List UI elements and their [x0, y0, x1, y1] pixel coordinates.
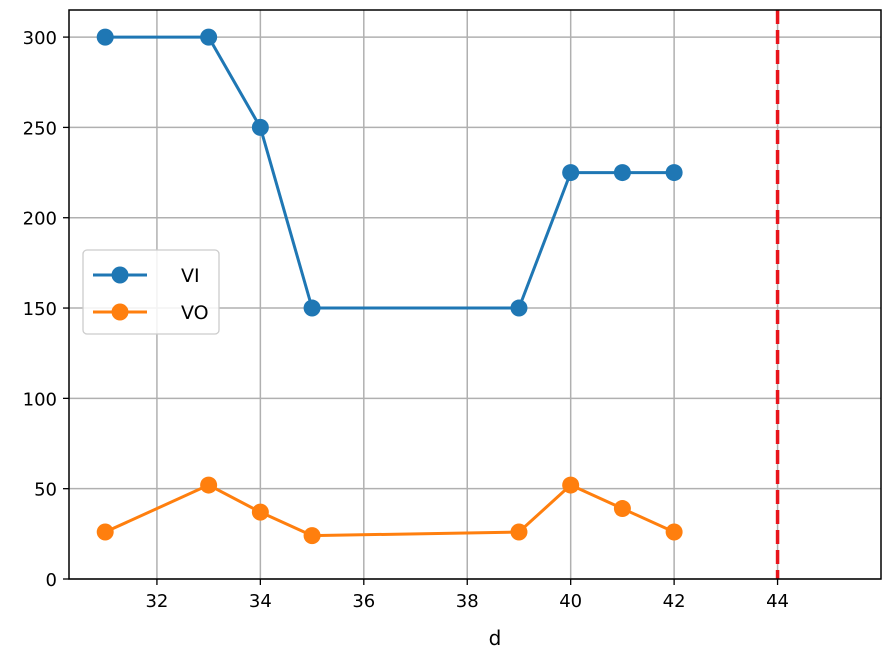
data-point [303, 527, 321, 545]
legend-label: VI [181, 265, 200, 287]
series-line-1 [105, 35, 675, 310]
data-point [562, 476, 580, 494]
y-tick-label: 0 [46, 570, 57, 591]
x-tick-label: 44 [766, 591, 789, 612]
data-point [96, 523, 114, 541]
y-tick-label: 150 [23, 299, 57, 320]
data-point [96, 28, 114, 46]
data-point [562, 164, 580, 182]
data-point [613, 500, 631, 518]
legend: VI VO [82, 249, 220, 335]
plot-area-frame [68, 9, 882, 580]
data-point [251, 118, 269, 136]
x-axis-ticks: 32 34 36 38 40 42 44 [145, 579, 789, 612]
data-point [665, 164, 683, 182]
legend-marker [111, 303, 129, 321]
legend-label: VO [181, 302, 209, 324]
data-point [510, 523, 528, 541]
x-tick-label: 38 [456, 591, 479, 612]
x-tick-label: 42 [663, 591, 686, 612]
data-point [510, 299, 528, 317]
y-tick-label: 200 [23, 209, 57, 230]
data-point [613, 164, 631, 182]
x-axis-label: d [489, 626, 502, 650]
x-tick-label: 36 [352, 591, 375, 612]
data-point [200, 476, 218, 494]
x-tick-label: 34 [249, 591, 272, 612]
x-tick-label: 32 [145, 591, 168, 612]
y-tick-label: 50 [34, 480, 57, 501]
data-point [200, 28, 218, 46]
y-tick-label: 250 [23, 118, 57, 139]
legend-marker [111, 266, 129, 284]
y-tick-label: 300 [23, 28, 57, 49]
y-axis-ticks: 0 50 100 150 200 250 300 [23, 28, 69, 591]
data-point [665, 523, 683, 541]
x-tick-label: 40 [559, 591, 582, 612]
y-tick-label: 100 [23, 389, 57, 410]
data-point [251, 503, 269, 521]
series-line-2 [104, 483, 675, 538]
data-point [303, 299, 321, 317]
series-group [96, 28, 683, 545]
